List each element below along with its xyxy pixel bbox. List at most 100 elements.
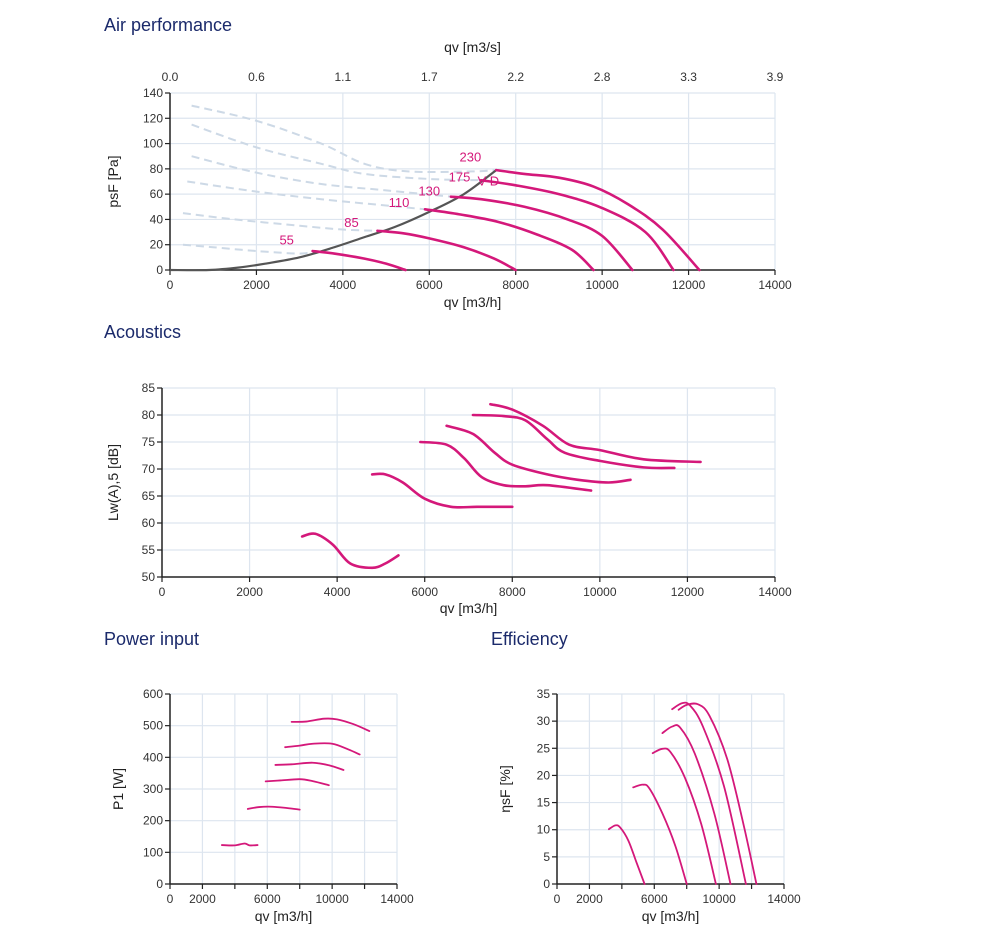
series-curve-175 [479,178,675,272]
x-tick-label: 4000 [324,585,351,599]
x-tick-label: 14000 [758,278,792,292]
series-label-175: 175 [449,170,471,185]
series-curve-175 [471,413,676,470]
series-curve-55 [220,842,259,847]
x-tick-label: 8000 [499,585,526,599]
x-tick-label: 0 [554,892,561,906]
series-curve-175 [284,742,361,756]
efficiency-title: Efficiency [491,629,568,649]
y-axis-label: P1 [W] [110,768,126,810]
efficiency-chart: 0 2000 6000 10000 14000 0 5 10 15 20 25 30 35 qv [m3/… [497,687,801,924]
series-curve-55 [311,249,407,272]
x2-tick-label: 1.7 [421,70,438,84]
x2-axis-label: qv [m3/s] [444,39,501,55]
dashed-curve [182,243,313,255]
y-tick-label: 30 [537,714,551,728]
dashed-curve [187,180,426,211]
x-tick-label: 2000 [576,892,603,906]
y-tick-label: 0 [543,877,550,891]
y-axis-label: ηsF [%] [497,765,513,812]
x-tick-label: 10000 [315,892,349,906]
x-tick-label: 6000 [254,892,281,906]
y-tick-label: 55 [142,543,156,557]
x-tick-label: 0 [159,585,166,599]
y-tick-label: 10 [537,823,551,837]
y-tick-label: 100 [143,845,163,859]
dashed-curve [191,123,482,182]
series-label-55: 55 [279,233,293,248]
series-curve-110 [423,208,595,272]
x2-tick-label: 0.6 [248,70,265,84]
series-curve-130 [274,761,345,771]
power-chart: 0 2000 6000 10000 14000 0 100 200 300 400 500 600 qv… [110,687,414,924]
x-tick-label: 10000 [702,892,736,906]
y-tick-label: 85 [142,381,156,395]
series-label-230: 230 [459,149,481,164]
system-curve [169,169,497,272]
y-tick-label: 140 [143,86,163,100]
series-curve-55 [607,824,646,885]
y-tick-label: 5 [543,850,550,864]
series-curve-55 [300,532,400,570]
x-tick-label: 12000 [672,278,706,292]
x-tick-label: 14000 [758,585,792,599]
x-tick-label: 8000 [502,278,529,292]
x2-tick-label: 3.3 [680,70,697,84]
x-tick-label: 6000 [641,892,668,906]
x-tick-label: 10000 [583,585,617,599]
y-tick-label: 200 [143,814,163,828]
y-tick-label: 20 [537,768,551,782]
dashed-curve [191,104,497,173]
y-tick-label: 40 [150,212,164,226]
y-tick-label: 300 [143,782,163,796]
acoustics-title: Acoustics [104,322,182,342]
x-tick-label: 2000 [236,585,263,599]
y-tick-label: 0 [156,877,163,891]
y-tick-label: 0 [156,263,163,277]
y-tick-label: 65 [142,489,156,503]
y-tick-label: 80 [150,162,164,176]
series-curve-85 [246,805,301,811]
series-curve-230 [494,168,701,272]
x2-tick-label: 1.1 [335,70,352,84]
y-axis-label: Lw(A),5 [dB] [105,444,121,521]
x-tick-label: 14000 [767,892,801,906]
x-tick-label: 4000 [330,278,357,292]
y-tick-label: 50 [142,570,156,584]
series-curve-130 [445,424,632,484]
y-tick-label: 15 [537,796,551,810]
series-curve-175 [671,701,747,885]
y-tick-label: 20 [150,238,164,252]
x-axis-label: qv [m3/h] [444,294,502,310]
y-tick-label: 35 [537,687,551,701]
x2-tick-label: 3.9 [767,70,784,84]
power-input-title: Power input [104,629,200,649]
series-curve-85 [632,783,688,885]
y-tick-label: 100 [143,137,163,151]
series-curve-110 [651,747,717,885]
dashed-curve [191,155,451,198]
x-tick-label: 14000 [380,892,414,906]
y-tick-label: 70 [142,462,156,476]
x-tick-label: 6000 [411,585,438,599]
y-tick-label: 60 [150,187,164,201]
x2-tick-label: 2.2 [507,70,524,84]
x2-tick-label: 2.8 [594,70,611,84]
x-tick-label: 12000 [671,585,705,599]
x-axis-label: qv [m3/h] [642,908,700,924]
series-curve-230 [290,717,371,732]
y-tick-label: 120 [143,111,163,125]
x-axis-label: qv [m3/h] [440,600,498,616]
series-curve-85 [370,472,514,509]
x-tick-label: 0 [167,278,174,292]
x-tick-label: 6000 [416,278,443,292]
series-curve-85 [376,229,518,272]
air-chart: 0 2000 4000 6000 8000 10000 12000 14000 0 20 40 60 8… [105,39,792,310]
dashed-curve [182,212,378,232]
y-tick-label: 80 [142,408,156,422]
acoustics-chart: 0 2000 4000 6000 8000 10000 12000 14000 50 55 60 65… [105,381,792,616]
series-label-110: 110 [389,195,410,210]
series-curve-130 [661,724,732,885]
x-tick-label: 2000 [189,892,216,906]
